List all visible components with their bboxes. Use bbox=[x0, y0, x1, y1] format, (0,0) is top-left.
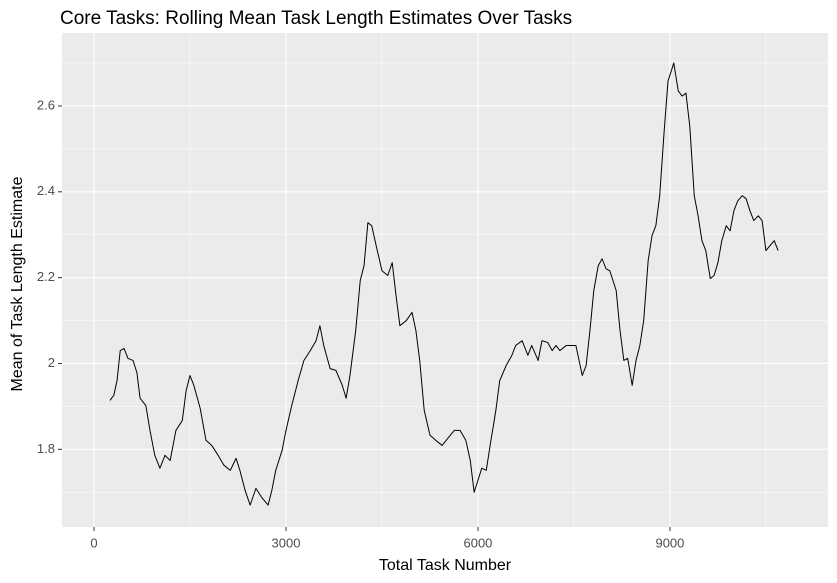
x-tick-label: 0 bbox=[90, 535, 97, 550]
x-tick-label: 3000 bbox=[272, 535, 301, 550]
y-tick-label: 2 bbox=[48, 355, 55, 370]
y-tick-label: 2.4 bbox=[37, 183, 55, 198]
x-axis-title: Total Task Number bbox=[379, 557, 512, 574]
data-line bbox=[109, 62, 779, 506]
y-axis-title: Mean of Task Length Estimate bbox=[9, 176, 26, 391]
x-tick-label: 6000 bbox=[463, 535, 492, 550]
y-tick-label: 1.8 bbox=[37, 441, 55, 456]
x-tick-label: 9000 bbox=[655, 535, 684, 550]
plot-panel bbox=[62, 33, 828, 527]
y-tick-label: 2.6 bbox=[37, 97, 55, 112]
chart-title: Core Tasks: Rolling Mean Task Length Est… bbox=[60, 8, 572, 29]
y-tick-label: 2.2 bbox=[37, 269, 55, 284]
